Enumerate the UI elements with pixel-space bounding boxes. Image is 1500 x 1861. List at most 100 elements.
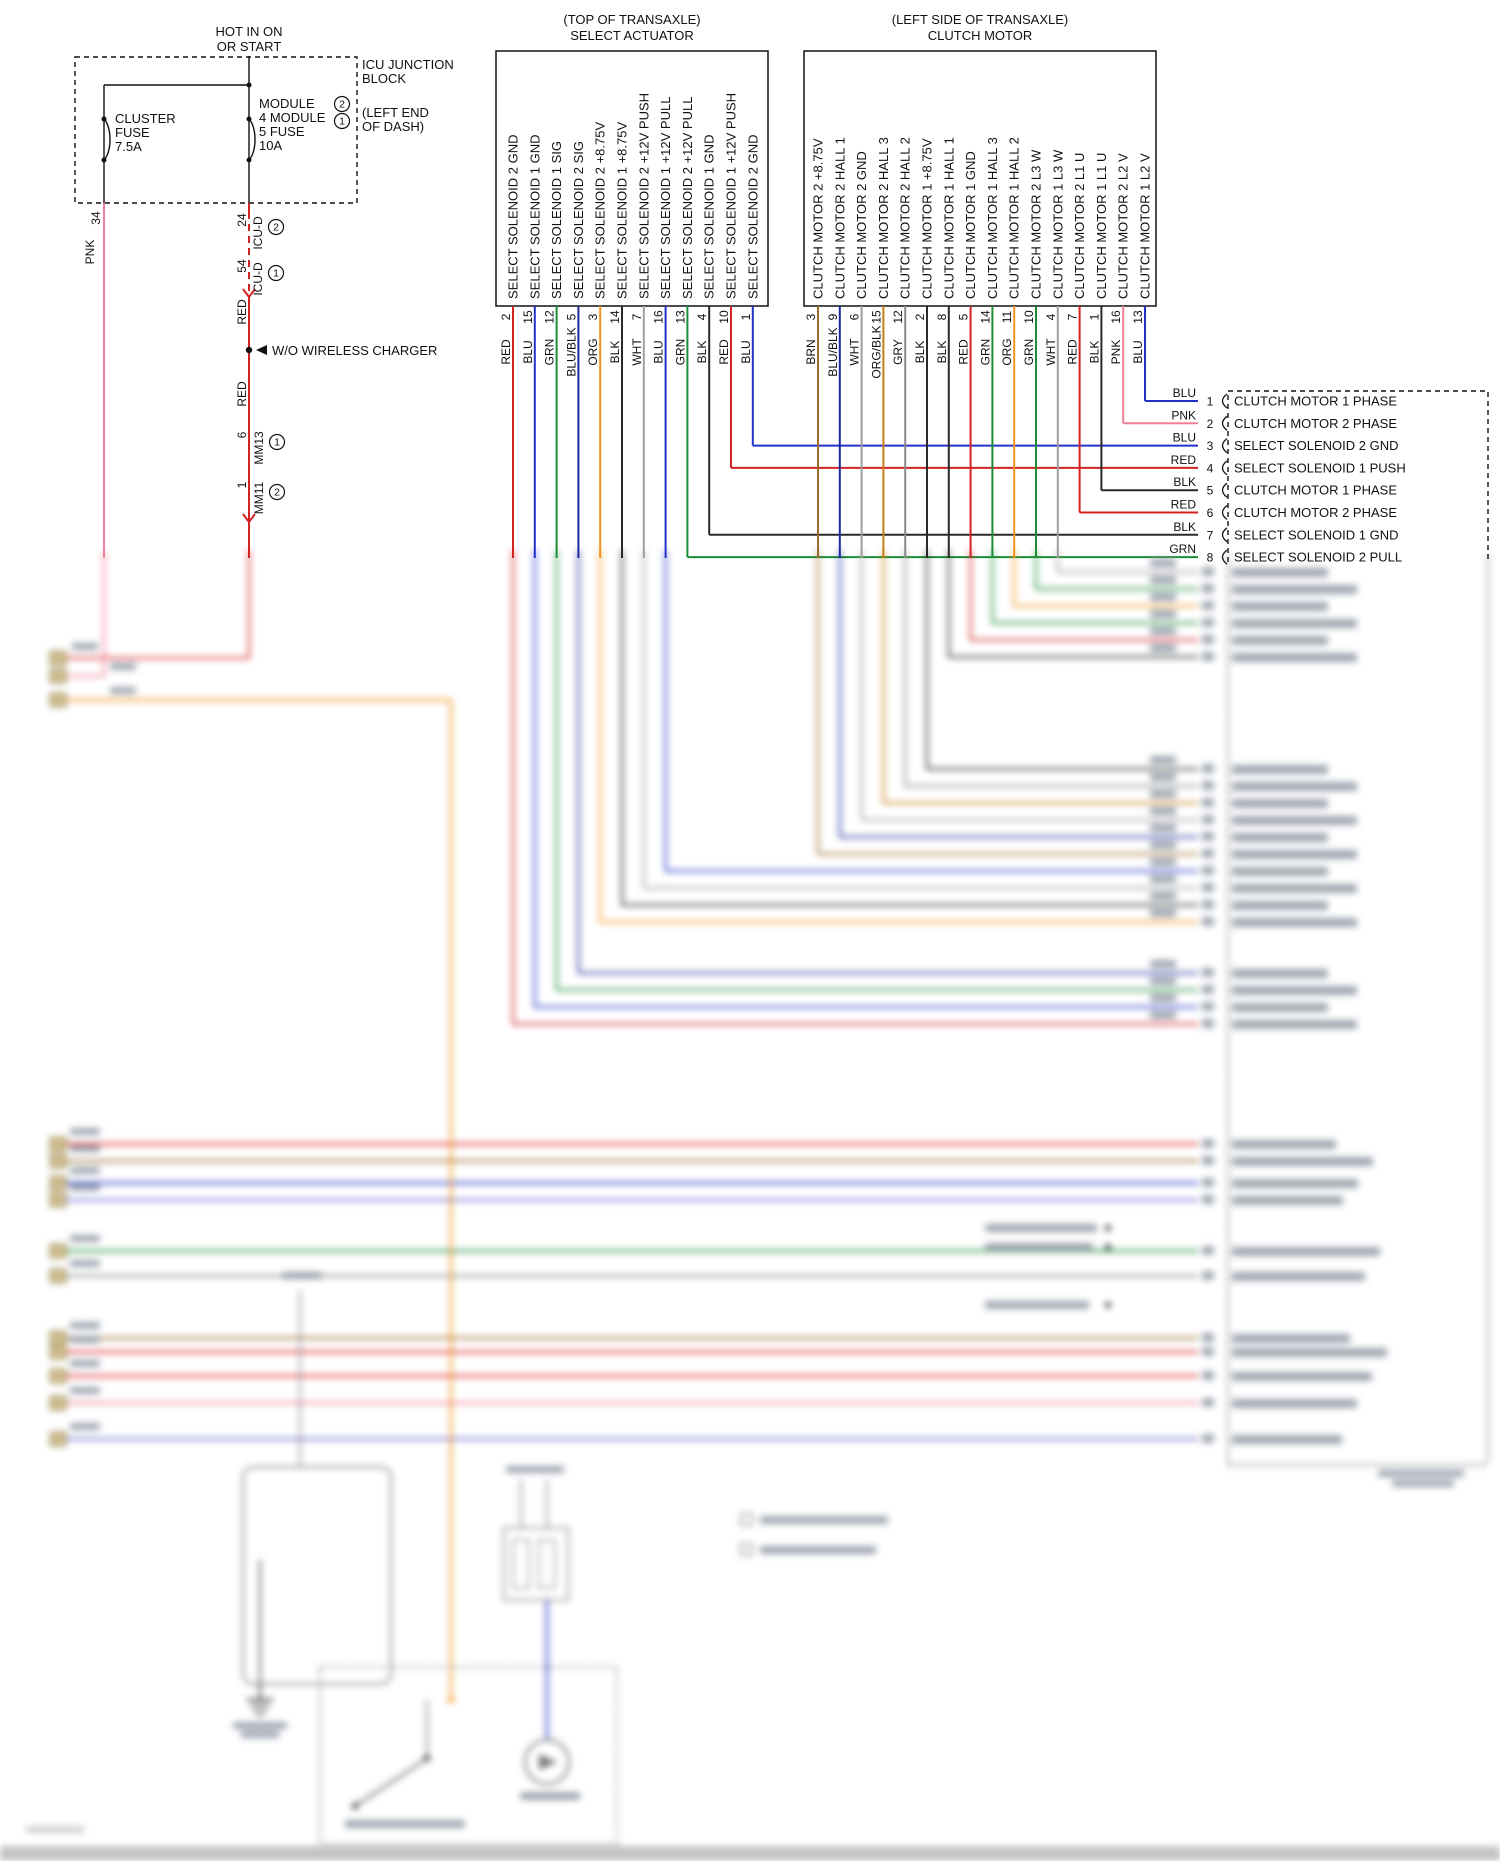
callout-number: 2 [273,222,279,234]
wire-color-label: RED [235,299,249,325]
callout-number: 2 [339,99,345,111]
blurred-connector [49,1243,67,1259]
power-block: HOT IN ON OR START CLUSTER FUSE 7.5A MOD… [74,24,454,204]
cm-pin-number: 2 [913,313,927,320]
rc-row-label: CLUTCH MOTOR 2 PHASE [1234,505,1397,520]
blurred-text [1232,1372,1372,1381]
blurred-text [1232,986,1357,995]
block-name-label: BLOCK [362,71,406,86]
cm-wire-color-label: ORG/BLK [869,325,883,378]
cm-wire-color-label: GRN [978,339,992,366]
sa-pin-number: 5 [564,313,578,320]
select-actuator-connector: (TOP OF TRANSAXLE) SELECT ACTUATOR [495,12,769,307]
blurred-text [72,643,98,650]
cm-pin-label: CLUTCH MOTOR 2 HALL 1 [832,137,847,299]
sa-wire-color-label: GRN [543,339,557,366]
module-fuse-label: 4 MODULE [259,110,326,125]
rc-pin-number: 2 [1207,417,1214,431]
blurred-text [1202,1019,1214,1028]
blurred-region [0,530,1500,1861]
blurred-text [1202,849,1214,858]
cm-pin-label: CLUTCH MOTOR 2 L1 U [1072,153,1087,299]
sa-pin-label: SELECT SOLENOID 2 +12V PUSH [636,93,651,299]
blurred-text [70,1423,100,1430]
blurred-text [1202,781,1214,790]
sa-wire-color-label: GRN [673,339,687,366]
blurred-connector [49,1192,67,1208]
cm-wire-color-label: RED [957,339,971,365]
rc-wire-color-label: PNK [1171,408,1196,422]
clutch-motor-connector: (LEFT SIDE OF TRANSAXLE) CLUTCH MOTOR [803,12,1157,307]
rc-wire-color-label: BLU [1173,431,1196,445]
blurred-text [1232,1020,1357,1029]
blurred-text [1232,636,1328,645]
blurred-text [1202,618,1214,627]
blurred-motor [523,1738,571,1786]
cm-pin-number: 5 [957,313,971,320]
cm-pin-label: CLUTCH MOTOR 1 +8.75V [920,138,935,299]
cluster-fuse-label: CLUSTER [115,111,176,126]
blurred-text [1202,1195,1214,1204]
blurred-text [70,1128,100,1135]
blurred-text [1202,1246,1214,1255]
sa-wire-color-label: BLU [652,340,666,363]
blurred-text [506,1466,564,1473]
blurred-text [1150,559,1176,567]
sa-wire-color-label: BLK [695,341,709,364]
blurred-text [1232,1157,1373,1166]
blurred-text [1202,1002,1214,1011]
sa-pin-label: SELECT SOLENOID 1 SIG [549,141,564,299]
sa-wire-color-label: BLU/BLK [564,327,578,376]
blurred-text [282,1272,322,1279]
sa-pin-label: SELECT SOLENOID 1 +12V PUSH [724,93,739,299]
sa-pin-label: SELECT SOLENOID 1 GND [527,135,542,299]
rc-pin-bracket [1221,549,1228,565]
blurred-text [760,1516,888,1524]
cm-pin-label: CLUTCH MOTOR 1 HALL 1 [941,137,956,299]
sa-pin-number: 12 [543,310,557,324]
inline-connector-arrow [242,513,256,524]
rc-row-label: SELECT SOLENOID 1 GND [1234,527,1398,542]
blurred-text [1202,584,1214,593]
blurred-text [1202,798,1214,807]
blurred-text [26,1826,84,1833]
sa-pin-label: SELECT SOLENOID 2 GND [506,135,521,299]
sa-pin-number: 10 [717,310,731,324]
pin-number: 1 [235,481,249,488]
blurred-connector [49,650,67,666]
blurred-text [1232,1435,1342,1444]
callout-number: 1 [274,437,280,449]
rc-row-label: CLUTCH MOTOR 2 PHASE [1234,416,1397,431]
blurred-text [1232,816,1357,825]
cm-pin-label: CLUTCH MOTOR 2 GND [854,151,869,299]
blurred-text [1150,841,1176,849]
cm-wire-color-label: PNK [1109,340,1123,365]
cm-wire-color-label: ORG [1000,338,1014,365]
blurred-text [70,1260,100,1267]
blurred-text [1150,644,1176,652]
block-name-label: ICU JUNCTION [362,57,454,72]
wire [354,1758,426,1808]
cm-pin-number: 12 [891,310,905,324]
blurred-text [1150,593,1176,601]
blurred-text [1150,1011,1176,1019]
rc-row-label: SELECT SOLENOID 1 PUSH [1234,460,1406,475]
callout-number: 1 [273,268,279,280]
sa-pin-label: SELECT SOLENOID 1 +8.75V [615,122,630,299]
cm-pin-label: CLUTCH MOTOR 2 L3 W [1029,149,1044,299]
blurred-text [1150,994,1176,1002]
cm-pin-label: CLUTCH MOTOR 1 L2 V [1138,153,1153,299]
cm-pin-label: CLUTCH MOTOR 1 L1 U [1094,153,1109,299]
blurred-text [1202,832,1214,841]
blurred-text [70,1322,100,1329]
blurred-connector [49,1368,67,1384]
blurred-text [1232,918,1357,927]
blurred-text [1232,765,1328,774]
cm-pin-label: CLUTCH MOTOR 2 +8.75V [811,138,826,299]
connector-name: ICU-D [251,262,265,296]
cm-pin-number: 16 [1109,310,1123,324]
cm-pin-number: 11 [1000,310,1014,323]
sa-pin-number: 15 [521,310,535,324]
blurred-text [985,1224,1097,1232]
sa-wire-color-label: BLK [608,341,622,364]
